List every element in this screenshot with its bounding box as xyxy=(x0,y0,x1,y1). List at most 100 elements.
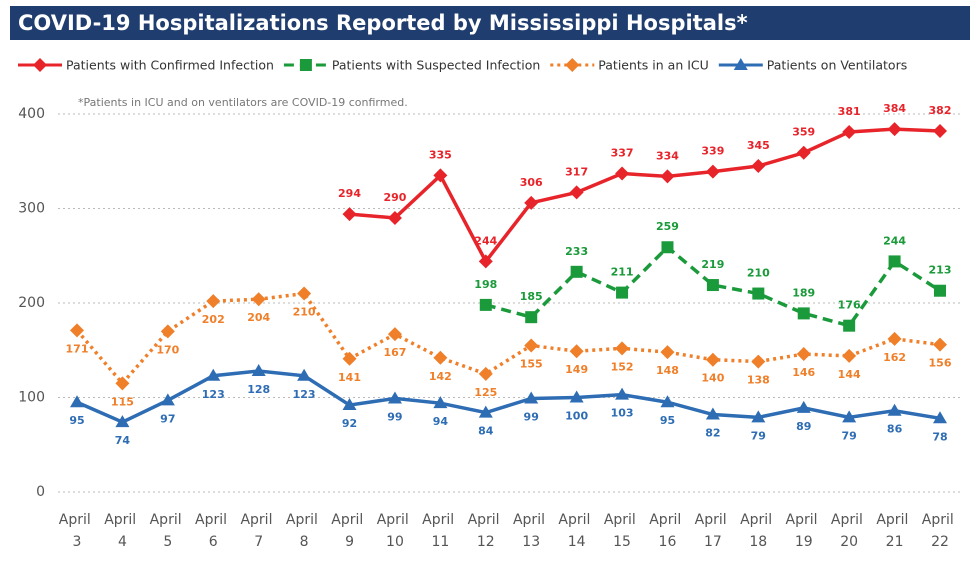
marker xyxy=(797,307,810,320)
series-line xyxy=(485,244,941,328)
data-label: 210 xyxy=(747,267,770,280)
data-label: 213 xyxy=(929,264,952,277)
data-label: 79 xyxy=(751,429,766,442)
marker xyxy=(888,255,901,268)
data-label: 125 xyxy=(474,386,497,399)
marker xyxy=(887,331,902,346)
data-label: 345 xyxy=(747,139,770,152)
data-label: 141 xyxy=(338,371,361,384)
data-label: 128 xyxy=(247,383,270,396)
chart-title: COVID-19 Hospitalizations Reported by Mi… xyxy=(18,11,748,35)
data-label: 219 xyxy=(701,258,724,271)
marker xyxy=(751,354,766,369)
x-tick-line: 10 xyxy=(386,534,404,550)
x-tick-line: 7 xyxy=(254,534,263,550)
data-label: 290 xyxy=(383,191,406,204)
data-label: 306 xyxy=(520,176,543,189)
data-label: 359 xyxy=(792,126,815,139)
data-label: 176 xyxy=(838,299,861,312)
data-label: 189 xyxy=(792,286,815,299)
x-tick-line: April xyxy=(831,512,867,528)
legend-item: Patients in an ICU xyxy=(550,58,709,73)
marker xyxy=(796,347,811,362)
data-label: 82 xyxy=(705,427,720,440)
marker xyxy=(33,58,47,72)
data-label: 99 xyxy=(524,410,539,423)
x-tick-line: 18 xyxy=(749,534,767,550)
y-tick-label: 200 xyxy=(18,295,45,311)
marker xyxy=(569,390,584,403)
series-line xyxy=(75,291,941,386)
data-label: 198 xyxy=(474,278,497,291)
series-line xyxy=(76,369,941,424)
data-label: 123 xyxy=(293,388,316,401)
data-label: 97 xyxy=(160,412,175,425)
data-label: 211 xyxy=(611,266,634,279)
x-tick-label: April 11 xyxy=(422,512,458,550)
x-tick-line: 9 xyxy=(345,534,354,550)
data-label: 155 xyxy=(520,358,543,371)
x-tick-line: 21 xyxy=(886,534,904,550)
x-tick-label: April 22 xyxy=(922,512,958,550)
data-label: 78 xyxy=(932,430,947,443)
marker xyxy=(297,368,312,381)
data-label: 89 xyxy=(796,420,811,433)
x-tick-line: April xyxy=(195,512,231,528)
marker xyxy=(796,400,811,413)
legend-label: Patients in an ICU xyxy=(598,58,709,73)
marker xyxy=(433,350,448,365)
marker xyxy=(887,122,902,137)
marker xyxy=(565,58,580,72)
marker xyxy=(206,294,221,309)
data-label: 79 xyxy=(842,429,857,442)
marker xyxy=(569,185,584,200)
x-tick-label: April 19 xyxy=(786,512,822,550)
x-tick-line: April xyxy=(240,512,276,528)
data-label: 233 xyxy=(565,245,588,258)
marker xyxy=(70,323,84,338)
marker xyxy=(661,241,674,254)
data-label: 167 xyxy=(383,346,406,359)
marker xyxy=(387,327,402,342)
data-label: 259 xyxy=(656,220,679,233)
data-label: 84 xyxy=(478,425,494,438)
marker xyxy=(70,395,84,408)
marker xyxy=(342,207,357,222)
data-label: 339 xyxy=(701,145,724,158)
data-label: 99 xyxy=(387,410,402,423)
annotation: *Patients in ICU and on ventilators are … xyxy=(78,96,408,109)
x-tick-line: 5 xyxy=(163,534,172,550)
x-tick-line: 22 xyxy=(931,534,949,550)
marker xyxy=(705,164,720,179)
marker xyxy=(433,168,448,183)
data-label: 382 xyxy=(929,104,952,117)
marker xyxy=(933,337,947,352)
marker xyxy=(616,286,629,299)
y-tick-label: 400 xyxy=(18,106,45,122)
data-label: 123 xyxy=(202,388,225,401)
x-tick-label: April 17 xyxy=(695,512,731,550)
x-tick-line: April xyxy=(695,512,731,528)
data-label: 140 xyxy=(701,372,724,385)
data-label: 94 xyxy=(433,415,449,428)
y-tick-label: 100 xyxy=(18,390,45,406)
marker xyxy=(524,391,539,404)
data-label: 334 xyxy=(656,149,679,162)
x-tick-line: 16 xyxy=(659,534,677,550)
marker xyxy=(387,391,402,404)
marker xyxy=(524,338,539,353)
x-tick-line: 4 xyxy=(118,534,127,550)
marker xyxy=(796,145,811,160)
x-tick-line: April xyxy=(649,512,685,528)
data-label: 162 xyxy=(883,351,906,364)
x-tick-label: April 15 xyxy=(604,512,640,550)
data-label: 335 xyxy=(429,148,452,161)
x-tick-label: April 12 xyxy=(468,512,504,550)
x-tick-line: April xyxy=(786,512,822,528)
data-label: 115 xyxy=(111,395,134,408)
y-tick-label: 0 xyxy=(36,484,45,500)
data-label: 92 xyxy=(342,417,357,430)
marker xyxy=(751,410,766,423)
data-label: 244 xyxy=(474,234,497,247)
